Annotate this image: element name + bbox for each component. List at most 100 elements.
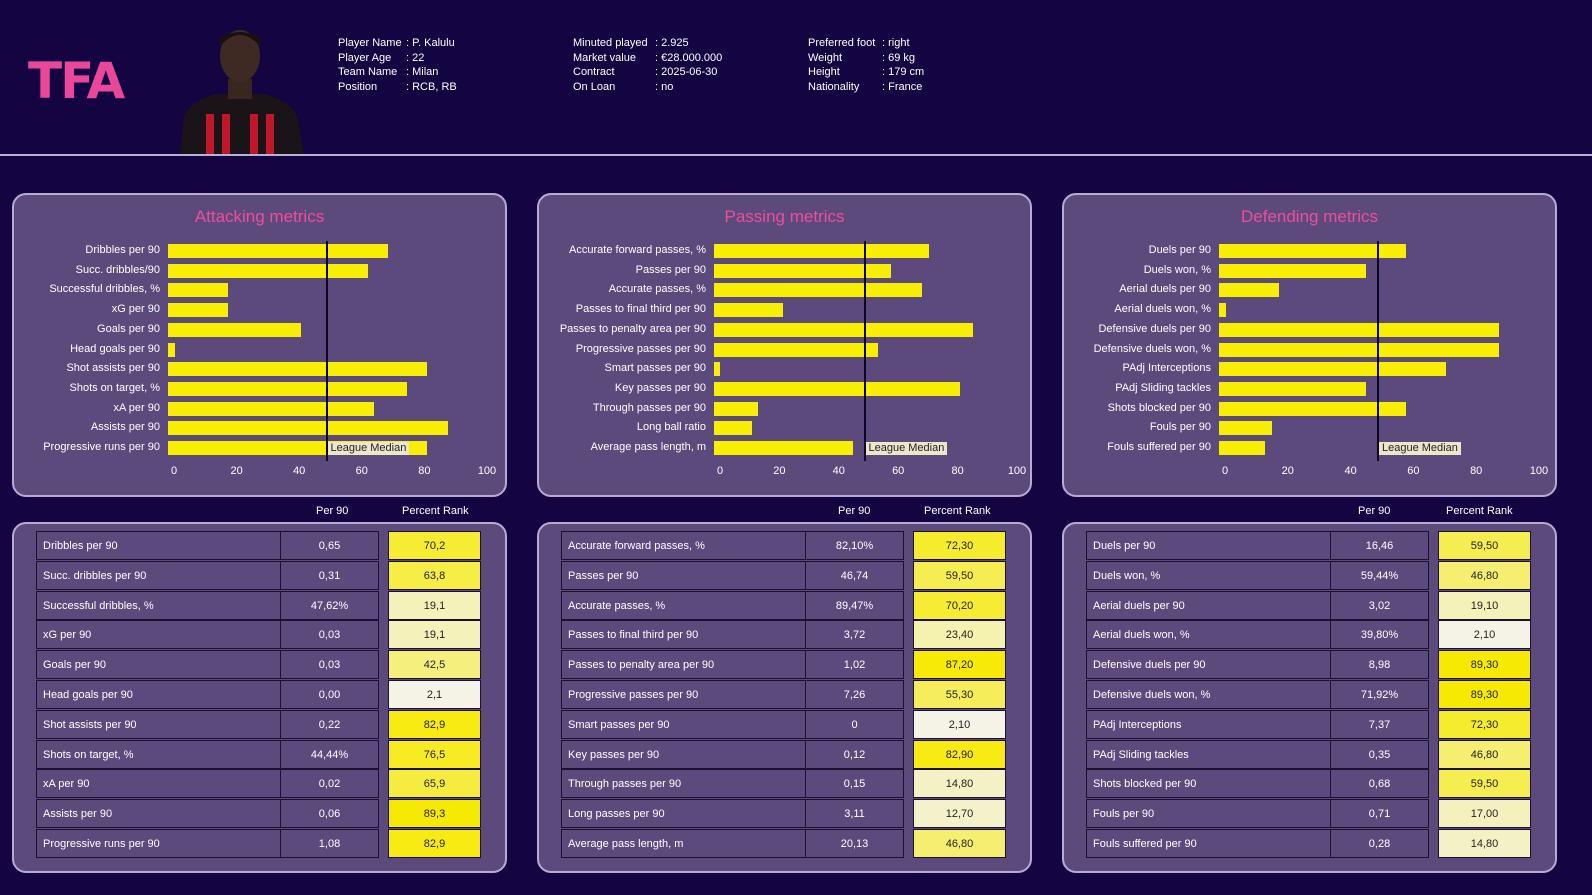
info-value: : 2.925 <box>655 37 689 49</box>
per90-cell: 3,72 <box>805 620 904 650</box>
metric-name-cell: Duels won, % <box>1086 560 1331 590</box>
table-row: Defensive duels won, % 71,92% 89,30 <box>1086 680 1534 710</box>
bar <box>1219 322 1500 337</box>
info-label: Nationality <box>808 81 860 94</box>
percent-rank-cell: 59,50 <box>1438 531 1531 560</box>
percent-rank-cell: 65,9 <box>388 769 481 799</box>
info-value: : France <box>882 81 923 94</box>
bar-label: Accurate passes, % <box>608 283 706 296</box>
league-median-line <box>863 241 866 461</box>
table-row: PAdj Sliding tackles 0,35 46,80 <box>1086 739 1534 770</box>
bar <box>714 342 879 357</box>
bar <box>714 244 929 258</box>
table-row: PAdj Interceptions 7,37 72,30 <box>1086 709 1534 740</box>
bar <box>168 381 408 396</box>
x-tick-label: 100 <box>477 465 497 477</box>
metric-name-cell: Aerial duels per 90 <box>1086 590 1331 620</box>
per90-header: Per 90 <box>316 505 349 517</box>
info-value: : right <box>882 37 910 49</box>
table-row: Accurate forward passes, % 82,10% 72,30 <box>561 531 1009 561</box>
per90-cell: 7,26 <box>805 680 904 709</box>
bar <box>1219 283 1279 298</box>
per90-cell: 0,22 <box>280 709 379 739</box>
table-row: Shots on target, % 44,44% 76,5 <box>36 739 484 770</box>
metric-name-cell: Through passes per 90 <box>561 769 806 799</box>
metric-name-cell: xA per 90 <box>36 769 281 799</box>
info-value: : P. Kalulu <box>406 37 455 49</box>
percent-rank-cell: 55,30 <box>913 680 1006 709</box>
table-row: Succ. dribbles per 90 0,31 63,8 <box>36 560 484 591</box>
bar-label: Defensive duels won, % <box>1093 342 1211 355</box>
bar-label: xG per 90 <box>111 303 160 316</box>
percent-rank-cell: 59,50 <box>1438 769 1531 799</box>
x-tick-label: 0 <box>716 465 724 477</box>
table-row: xA per 90 0,02 65,9 <box>36 769 484 799</box>
percent-rank-header: Percent Rank <box>924 505 991 517</box>
table-row: Head goals per 90 0,00 2,1 <box>36 680 484 710</box>
x-tick-label: 100 <box>1007 465 1027 477</box>
percent-rank-cell: 17,00 <box>1438 799 1531 829</box>
per90-cell: 44,44% <box>280 739 379 769</box>
player-info-row: Contract: 2025-06-30 <box>573 65 722 80</box>
per90-cell: 0,12 <box>805 739 904 769</box>
per90-cell: 16,46 <box>1330 531 1429 560</box>
bar-label: Assists per 90 <box>90 421 160 434</box>
bar <box>168 322 302 337</box>
bar-label: Passes per 90 <box>635 263 706 276</box>
percent-rank-cell: 63,8 <box>388 560 481 590</box>
percent-rank-cell: 19,1 <box>388 620 481 650</box>
metric-name-cell: Shot assists per 90 <box>36 709 281 739</box>
percent-rank-cell: 19,1 <box>388 590 481 620</box>
bar-label: Passes to final third per 90 <box>575 303 706 316</box>
info-value: : 22 <box>406 51 425 64</box>
percent-rank-cell: 14,80 <box>913 769 1006 799</box>
league-median-label: League Median <box>327 442 410 455</box>
info-value: : 69 kg <box>882 51 916 64</box>
player-info-row: Player Age : 22 <box>338 51 457 66</box>
player-info-row: Minuted played: 2.925 <box>573 36 722 51</box>
bar-label: Progressive passes per 90 <box>575 342 706 355</box>
metric-name-cell: PAdj Interceptions <box>1086 709 1331 739</box>
metric-name-cell: Assists per 90 <box>36 799 281 829</box>
attacking-metrics-table: Dribbles per 90 0,65 70,2 Succ. dribbles pe… <box>12 522 507 873</box>
metric-name-cell: Fouls suffered per 90 <box>1086 829 1331 858</box>
per90-cell: 3,02 <box>1330 590 1429 620</box>
info-label: Team Name <box>338 66 398 79</box>
percent-rank-cell: 2,1 <box>388 680 481 709</box>
bar-label: Aerial duels per 90 <box>1119 283 1211 296</box>
bar <box>168 244 388 258</box>
bar-label: Successful dribbles, % <box>49 283 160 296</box>
bar <box>1219 342 1500 357</box>
player-info-row: Position: RCB, RB <box>338 80 457 95</box>
per90-cell: 0,31 <box>280 560 379 590</box>
metric-name-cell: Progressive passes per 90 <box>561 680 806 709</box>
table-row: Dribbles per 90 0,65 70,2 <box>36 531 484 561</box>
table-row: Progressive passes per 90 7,26 55,30 <box>561 680 1009 710</box>
table-row: Progressive runs per 90 1,08 82,9 <box>36 829 484 859</box>
bar <box>714 283 923 298</box>
info-label: Player Age <box>338 51 392 64</box>
per90-cell: 0 <box>805 709 904 739</box>
table-row: Defensive duels per 90 8,98 89,30 <box>1086 650 1534 680</box>
per90-cell: 59,44% <box>1330 560 1429 590</box>
per90-cell: 0,35 <box>1330 739 1429 769</box>
bar-label: Through passes per 90 <box>592 401 706 414</box>
info-label: Player Name <box>338 37 402 49</box>
metric-name-cell: PAdj Sliding tackles <box>1086 739 1331 769</box>
bar-label: Accurate forward passes, % <box>569 244 706 256</box>
bar <box>1219 362 1447 377</box>
x-tick-label: 80 <box>951 465 964 477</box>
player-info-col3: Preferred foot: right Weight: 69 kg Height… <box>808 36 924 95</box>
metric-name-cell: xG per 90 <box>36 620 281 650</box>
info-label: Market value <box>573 51 636 64</box>
bar <box>168 421 448 436</box>
defending-metrics-chart: Defending metrics Duels per 90 Duels won, … <box>1062 193 1557 497</box>
bar-label: Shot assists per 90 <box>66 362 160 375</box>
table-row: Fouls per 90 0,71 17,00 <box>1086 799 1534 829</box>
info-value: : €28.000.000 <box>655 51 723 64</box>
table-row: Shot assists per 90 0,22 82,9 <box>36 709 484 740</box>
x-tick-label: 80 <box>418 465 431 477</box>
per90-cell: 0,71 <box>1330 799 1429 829</box>
table-row: Assists per 90 0,06 89,3 <box>36 799 484 829</box>
x-tick-label: 40 <box>293 465 306 477</box>
